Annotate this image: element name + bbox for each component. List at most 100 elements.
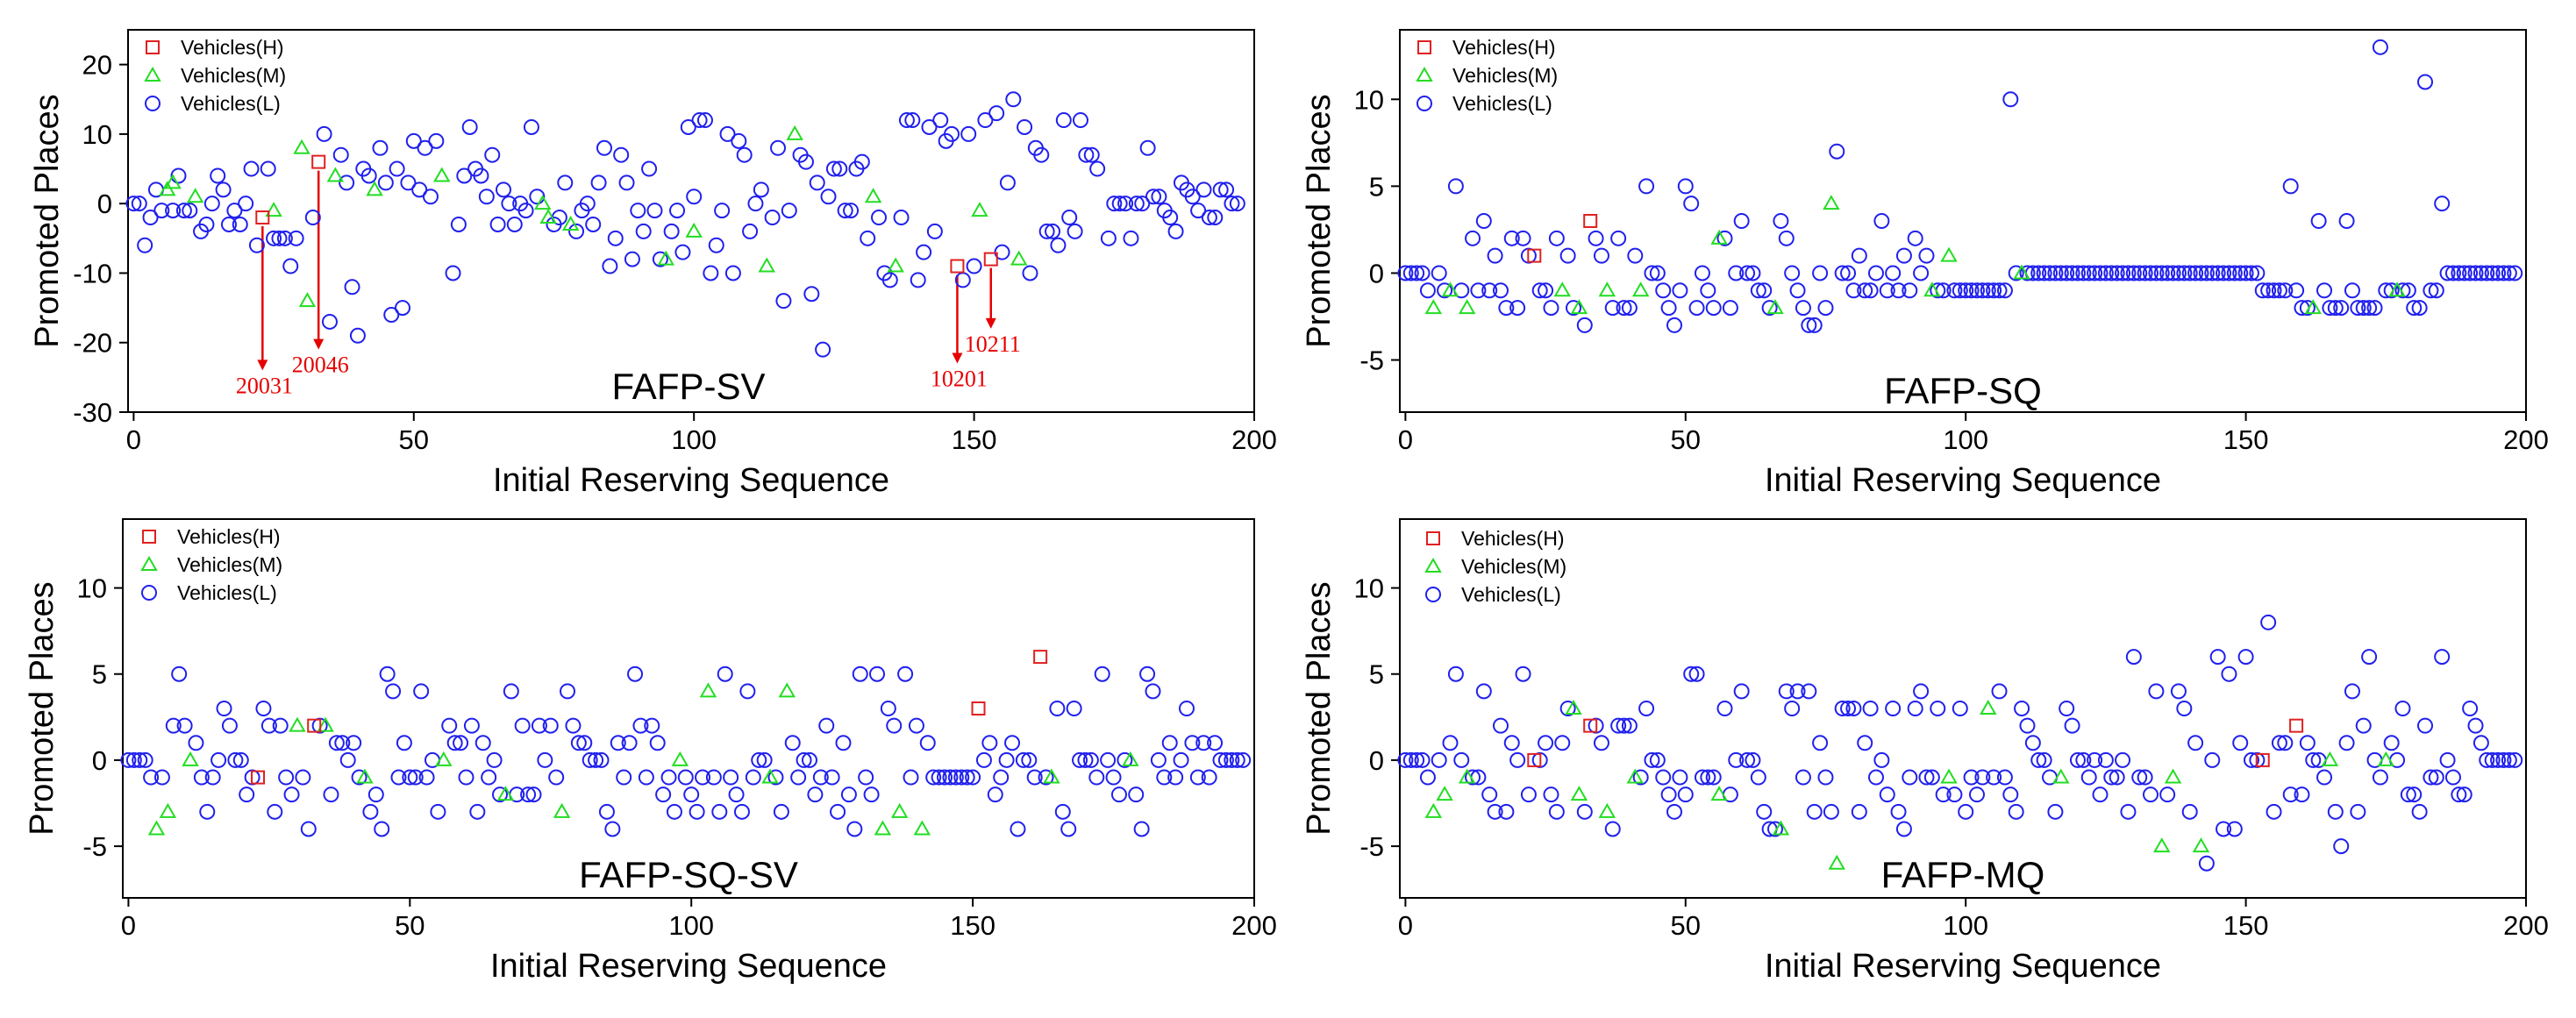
point-l [2310, 213, 2327, 229]
x-tick-label: 150 [950, 910, 995, 941]
point-l [2473, 265, 2489, 281]
point-l [1173, 751, 1189, 768]
point-l [756, 751, 773, 768]
point-l [731, 132, 747, 149]
point-l [1139, 139, 1156, 156]
point-l [450, 216, 467, 232]
point-l [2002, 91, 2019, 108]
point-m [864, 188, 882, 203]
point-l [1946, 282, 1963, 299]
y-tick-label: 10 [1354, 573, 1384, 604]
point-l [2075, 265, 2092, 281]
point-l [1021, 751, 1038, 768]
point-l [422, 189, 439, 205]
point-l [835, 735, 852, 751]
point-l [641, 160, 658, 177]
point-l [1700, 769, 1716, 786]
point-l [644, 717, 660, 734]
point-l [739, 683, 756, 700]
point-l [1022, 265, 1038, 281]
point-l [960, 125, 977, 142]
point-l [686, 189, 703, 205]
point-l [531, 717, 547, 734]
point-l [458, 769, 475, 786]
point-l [1397, 265, 1414, 281]
point-l [803, 286, 820, 303]
point-l [840, 787, 857, 803]
legend-marker-h [1417, 40, 1431, 54]
point-l [689, 803, 705, 820]
point-l [2495, 265, 2512, 281]
point-l [405, 132, 422, 149]
point-l [1161, 735, 1178, 751]
point-l [632, 717, 649, 734]
point-l [1077, 751, 1094, 768]
point-m [890, 802, 909, 818]
point-l [942, 769, 959, 786]
point-l [193, 769, 210, 786]
point-l [278, 769, 295, 786]
point-l [602, 258, 618, 274]
y-tick-label: 10 [1354, 84, 1384, 115]
point-l [402, 769, 418, 786]
point-l [1867, 769, 1884, 786]
point-l [1974, 769, 1991, 786]
point-m [2153, 837, 2171, 853]
series-h [1527, 718, 2304, 767]
point-l [1756, 282, 1773, 299]
point-h [307, 718, 322, 733]
point-l [2153, 265, 2170, 281]
point-l [781, 203, 797, 219]
point-l [396, 735, 412, 751]
x-tick-label: 200 [1231, 424, 1277, 455]
point-l [232, 751, 249, 768]
point-l [1487, 247, 1503, 264]
point-m [2304, 299, 2322, 315]
point-l [1733, 213, 1750, 229]
point-l [1963, 282, 1980, 299]
point-l [211, 751, 227, 768]
point-l [2125, 649, 2142, 666]
point-l [1795, 300, 1811, 317]
point-l [520, 787, 537, 803]
point-l [1829, 143, 1845, 160]
y-tick-label: 10 [82, 119, 112, 150]
point-l [815, 341, 831, 358]
point-m [1458, 768, 1476, 784]
point-l [646, 203, 663, 219]
legend-label-l: Vehicles(L) [1461, 583, 1561, 606]
series-h [255, 154, 998, 274]
point-l [1845, 701, 1862, 716]
point-l [742, 223, 759, 239]
point-l [649, 735, 666, 751]
point-l [764, 210, 781, 226]
point-l [1005, 91, 1022, 108]
point-l [2159, 265, 2176, 281]
point-l [1638, 178, 1655, 195]
point-l [304, 210, 321, 226]
point-l [1817, 300, 1834, 317]
x-tick-label: 0 [126, 424, 141, 455]
point-m [1828, 854, 1845, 870]
point-l [1447, 178, 1464, 195]
point-h [2289, 718, 2304, 733]
point-l [2024, 735, 2041, 751]
point-l [441, 717, 458, 734]
point-l [1201, 769, 1217, 786]
point-l [2209, 649, 2226, 666]
point-l [2181, 265, 2198, 281]
point-l [1111, 196, 1128, 212]
point-l [267, 803, 283, 820]
point-l [696, 112, 713, 129]
point-l [1593, 247, 1609, 264]
x-tick-label: 0 [1398, 424, 1413, 455]
point-l [2423, 282, 2439, 299]
chart-panel-2: 0 50 100 150 200 -5 0 5 10 Initial Reserving Sequ… [1301, 29, 2549, 499]
legend-label-m: Vehicles(M) [1452, 64, 1558, 87]
point-m [164, 174, 182, 189]
point-l [1066, 701, 1082, 716]
point-l [610, 735, 626, 751]
point-l [1604, 821, 1621, 837]
point-m [1570, 786, 1588, 801]
point-m [1598, 802, 1616, 818]
